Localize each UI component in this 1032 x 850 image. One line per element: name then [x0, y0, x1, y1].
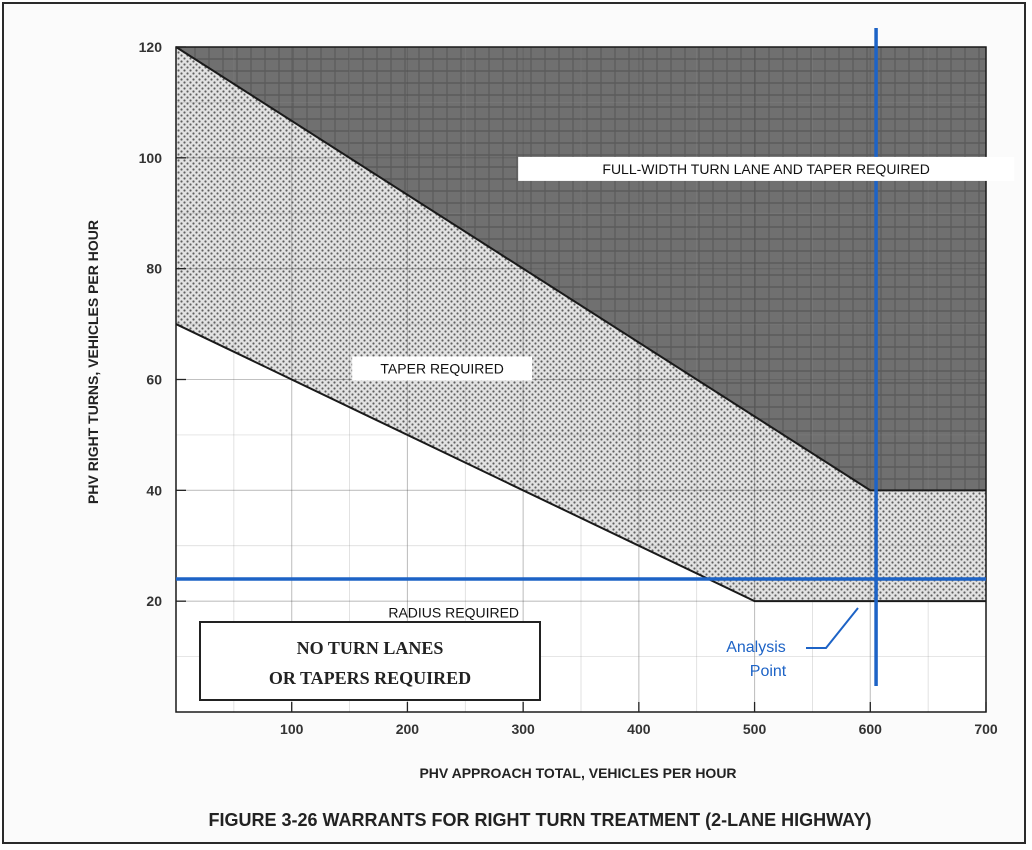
y-tick-label: 40 — [146, 482, 162, 498]
y-tick-label: 20 — [146, 593, 162, 609]
analysis-lines — [176, 28, 986, 686]
y-axis-title: PHV RIGHT TURNS, VEHICLES PER HOUR — [85, 220, 101, 504]
full-width-boundary-line — [175, 46, 986, 492]
x-tick-label: 100 — [280, 721, 304, 737]
x-axis-title: PHV APPROACH TOTAL, VEHICLES PER HOUR — [419, 765, 736, 781]
no-turn-lanes-line-2: OR TAPERS REQUIRED — [269, 668, 471, 688]
no-turn-lanes-box — [199, 621, 541, 701]
no-turn-lanes-line-1: NO TURN LANES — [297, 638, 444, 658]
radius-region-label: RADIUS REQUIRED — [388, 604, 519, 620]
taper-label-background — [352, 356, 533, 381]
x-tick-label: 200 — [396, 721, 420, 737]
taper-boundary-line — [175, 323, 986, 603]
taper-region-label: TAPER REQUIRED — [380, 360, 503, 376]
x-tick-label: 400 — [627, 721, 651, 737]
y-tick-label: 100 — [139, 150, 163, 166]
x-tick-label: 700 — [974, 721, 998, 737]
y-tick-label: 60 — [146, 372, 162, 388]
y-tick-label: 80 — [146, 261, 162, 277]
region-taper — [176, 47, 986, 602]
full-width-region-label: FULL-WIDTH TURN LANE AND TAPER REQUIRED — [602, 161, 930, 177]
analysis-point-label-line-2: Point — [750, 663, 787, 680]
analysis-point-label-line-1: Analysis — [726, 639, 786, 656]
full-width-label-background — [518, 156, 1015, 181]
x-tick-label: 300 — [511, 721, 535, 737]
boundary-lines — [175, 46, 986, 603]
y-tick-label: 120 — [139, 39, 163, 55]
analysis-point-leader — [806, 607, 859, 649]
ticks: 100 200 300 400 500 600 700 20 40 60 80 100 120 — [139, 39, 998, 737]
figure-caption: FIGURE 3-26 WARRANTS FOR RIGHT TURN TREA… — [208, 810, 871, 830]
x-tick-label: 500 — [743, 721, 767, 737]
x-tick-label: 600 — [859, 721, 883, 737]
